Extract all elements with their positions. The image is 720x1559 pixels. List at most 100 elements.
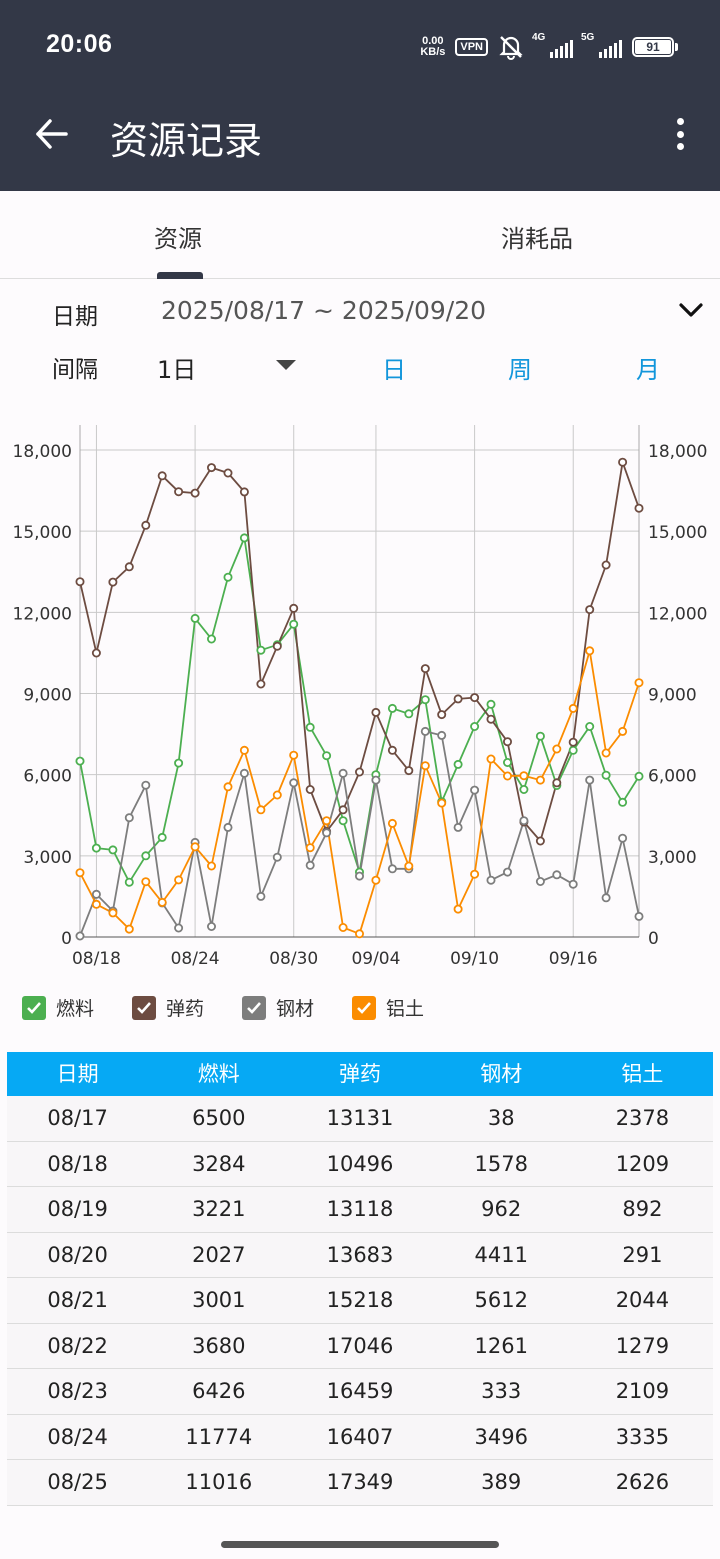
data-point-0	[470, 722, 480, 732]
data-point-0	[223, 572, 233, 582]
checkbox-icon[interactable]	[132, 995, 157, 1020]
more-options-icon[interactable]	[666, 114, 694, 154]
table-cell: 11016	[185, 1470, 253, 1495]
x-tick-label: 08/24	[171, 949, 220, 969]
data-point-1	[289, 603, 299, 613]
series-line-0	[79, 537, 640, 884]
table-cell: 2027	[192, 1242, 246, 1267]
table-cell: 333	[481, 1379, 522, 1404]
data-point-0	[387, 703, 397, 713]
table-cell: 16407	[326, 1424, 394, 1449]
table-row: 08/25 11016 17349 389 2626	[7, 1460, 713, 1506]
period-month-button[interactable]: 月	[636, 356, 660, 384]
signal-5g-icon: 5G	[581, 32, 622, 58]
data-point-1	[108, 577, 118, 587]
table-cell: 1209	[615, 1151, 670, 1176]
table-cell: 2378	[615, 1106, 670, 1131]
data-point-1	[305, 785, 315, 795]
legend-label: 钢材	[276, 998, 315, 1020]
data-point-0	[568, 745, 578, 755]
data-point-3	[322, 816, 332, 826]
data-point-1	[618, 457, 628, 467]
table-row: 08/21 3001 15218 5612 2044	[7, 1278, 713, 1324]
data-point-1	[453, 694, 463, 704]
checkbox-icon[interactable]	[352, 995, 377, 1020]
data-point-2	[502, 867, 512, 877]
data-point-2	[470, 785, 480, 795]
back-button[interactable]	[30, 112, 74, 156]
data-point-1	[601, 560, 611, 570]
data-point-1	[272, 641, 282, 651]
tab-consumables[interactable]: 消耗品	[501, 225, 573, 253]
data-point-0	[322, 751, 332, 761]
interval-select[interactable]: 1日	[157, 356, 197, 384]
y-tick-label-right: 3,000	[648, 848, 697, 868]
data-point-0	[338, 816, 348, 826]
legend-item-steel[interactable]: 钢材	[242, 994, 314, 1021]
dropdown-arrow-icon[interactable]	[276, 360, 296, 370]
data-point-0	[634, 771, 644, 781]
period-day-button[interactable]: 日	[382, 356, 406, 384]
data-point-2	[141, 780, 151, 790]
data-point-3	[601, 748, 611, 758]
net-speed-unit: KB/s	[420, 46, 446, 58]
data-point-3	[420, 761, 430, 771]
data-point-0	[618, 797, 628, 807]
data-point-2	[387, 864, 397, 874]
col-header-fuel: 燃料	[197, 1062, 240, 1086]
table-cell: 3284	[192, 1151, 246, 1176]
col-header-date: 日期	[56, 1062, 99, 1086]
table-cell: 2044	[615, 1288, 670, 1313]
checkbox-icon[interactable]	[22, 995, 46, 1020]
legend-item-fuel[interactable]: 燃料	[22, 994, 94, 1021]
table-row: 08/18 3284 10496 1578 1209	[7, 1141, 713, 1187]
resource-table[interactable]: 日期 燃料 弹药 钢材 铝土 08/17 6500 13131 38 2378 08/1…	[7, 1052, 713, 1521]
legend-item-ammo[interactable]: 弹药	[132, 994, 204, 1021]
data-point-1	[371, 707, 381, 717]
data-point-2	[601, 893, 611, 903]
table-cell: 17349	[326, 1470, 394, 1495]
tab-resources[interactable]: 资源	[154, 225, 202, 253]
data-point-1	[141, 520, 151, 530]
legend-label: 弹药	[166, 998, 205, 1020]
data-point-3	[157, 897, 167, 907]
date-range-selector[interactable]: 2025/08/17 ~ 2025/09/20	[161, 296, 487, 325]
data-point-2	[338, 768, 348, 778]
resource-line-chart: 18,000 18,000 15,000 15,000 12,000 12,000 9,00…	[13, 425, 707, 969]
mute-bell-icon	[499, 36, 523, 60]
data-point-2	[371, 775, 381, 785]
data-point-3	[502, 771, 512, 781]
col-header-steel: 钢材	[480, 1062, 523, 1086]
data-point-3	[354, 929, 364, 939]
table-cell: 5612	[474, 1288, 528, 1313]
data-point-3	[239, 745, 249, 755]
chevron-down-icon[interactable]	[676, 299, 706, 321]
data-point-2	[223, 822, 233, 832]
data-point-1	[568, 737, 578, 747]
y-tick-label-left: 6,000	[23, 767, 72, 787]
data-point-2	[91, 889, 101, 899]
data-point-3	[108, 908, 118, 918]
tab-indicator	[157, 272, 203, 279]
data-point-3	[437, 798, 447, 808]
data-point-0	[141, 851, 151, 861]
data-point-2	[585, 775, 595, 785]
network-speed: 0.00 KB/s	[420, 36, 445, 58]
x-tick-label: 09/16	[549, 949, 598, 969]
data-point-2	[256, 891, 266, 901]
vpn-icon: VPN	[455, 38, 488, 56]
data-point-3	[305, 843, 315, 853]
period-week-button[interactable]: 周	[508, 356, 532, 384]
data-point-1	[634, 503, 644, 513]
home-indicator[interactable]	[221, 1541, 499, 1548]
table-cell: 08/23	[47, 1379, 108, 1404]
y-tick-label-left: 15,000	[13, 523, 72, 543]
y-tick-label-left: 9,000	[23, 686, 72, 706]
table-cell: 13683	[326, 1242, 394, 1267]
y-tick-label-left: 3,000	[23, 848, 72, 868]
data-point-0	[206, 634, 216, 644]
legend-item-bauxite[interactable]: 铝土	[352, 994, 424, 1021]
checkbox-icon[interactable]	[242, 995, 267, 1020]
data-point-2	[420, 726, 430, 736]
data-point-3	[256, 805, 266, 815]
